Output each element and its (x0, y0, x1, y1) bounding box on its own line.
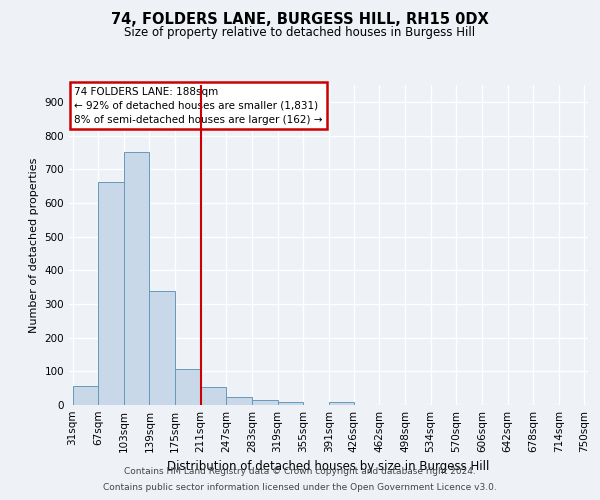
Bar (329, 402, 354, 405)
Bar (175, 369, 201, 405)
X-axis label: Distribution of detached houses by size in Burgess Hill: Distribution of detached houses by size … (167, 460, 490, 473)
Bar (73, 386, 98, 405)
Bar (149, 291, 175, 405)
Bar (98, 182, 124, 405)
Bar (226, 397, 252, 405)
Bar (278, 402, 303, 405)
Text: Contains HM Land Registry data © Crown copyright and database right 2024.: Contains HM Land Registry data © Crown c… (124, 467, 476, 476)
Bar (252, 400, 278, 405)
Bar (124, 152, 149, 405)
Text: 74, FOLDERS LANE, BURGESS HILL, RH15 0DX: 74, FOLDERS LANE, BURGESS HILL, RH15 0DX (111, 12, 489, 28)
Text: 74 FOLDERS LANE: 188sqm
← 92% of detached houses are smaller (1,831)
8% of semi-: 74 FOLDERS LANE: 188sqm ← 92% of detache… (74, 86, 323, 124)
Y-axis label: Number of detached properties: Number of detached properties (29, 158, 39, 332)
Text: Size of property relative to detached houses in Burgess Hill: Size of property relative to detached ho… (124, 26, 476, 39)
Bar (201, 387, 226, 405)
Text: Contains public sector information licensed under the Open Government Licence v3: Contains public sector information licen… (103, 483, 497, 492)
